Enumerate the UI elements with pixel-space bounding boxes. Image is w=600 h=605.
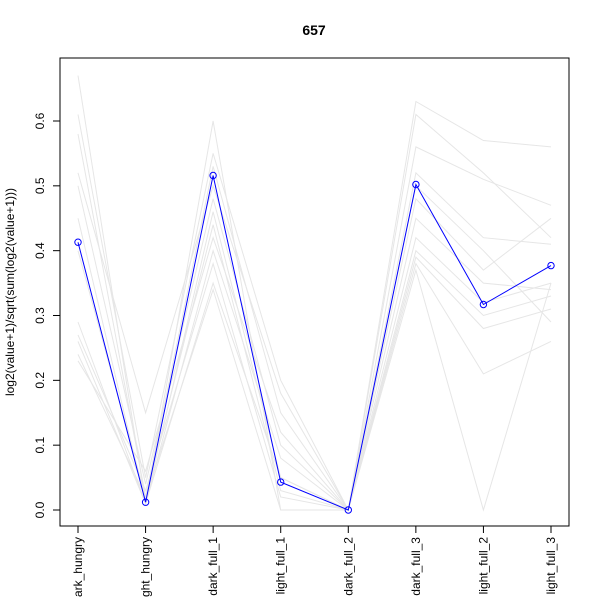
background-series-line-5	[77, 184, 552, 511]
background-series-line-2	[77, 113, 552, 512]
highlight-point-5	[344, 506, 352, 514]
x-tick-label: dark_full_2	[341, 537, 355, 596]
x-axis: ark_hungry ght_hungry dark_full_1 light_ful…	[71, 525, 558, 597]
y-axis: 0.0 0.1 0.2 0.3 0.4 0.5 0.6	[33, 112, 61, 518]
background-series-line-9	[77, 256, 552, 511]
highlight-point-2	[141, 498, 150, 506]
background-series-line-4	[77, 171, 552, 512]
highlight-point-4	[277, 478, 285, 486]
y-tick-label: 0.5	[33, 177, 47, 194]
y-tick-label: 0.3	[33, 307, 47, 324]
x-tick-label: light_full_3	[544, 537, 558, 595]
y-tick-label: 0.2	[33, 372, 47, 389]
highlight-series-line	[77, 175, 552, 511]
x-tick-label: light_full_1	[274, 537, 288, 595]
background-series-line-12	[77, 236, 552, 512]
highlight-point-7	[479, 300, 488, 309]
y-tick-label: 0.4	[33, 242, 47, 259]
background-series-group	[77, 75, 552, 512]
highlight-series-group	[74, 171, 555, 514]
x-tick-label: dark_full_3	[409, 537, 423, 596]
highlight-point-1	[74, 238, 82, 246]
background-series-line-11	[77, 268, 552, 512]
highlight-point-8	[547, 261, 555, 270]
x-tick-label: dark_full_1	[206, 537, 220, 596]
y-axis-title: log2(value+1)/sqrt(sum(log2(value+1)))	[3, 188, 17, 396]
chart-title: 657	[302, 22, 326, 38]
x-tick-label: light_full_2	[476, 537, 490, 595]
y-tick-label: 0.6	[33, 112, 47, 129]
y-tick-label: 0.0	[33, 501, 47, 518]
x-tick-label: ght_hungry	[139, 537, 153, 597]
background-series-line-10	[77, 262, 552, 511]
x-tick-label: ark_hungry	[71, 537, 85, 597]
background-series-line-3	[77, 133, 552, 512]
highlight-point-3	[209, 171, 217, 180]
y-tick-label: 0.1	[33, 437, 47, 454]
highlight-point-6	[412, 180, 420, 189]
